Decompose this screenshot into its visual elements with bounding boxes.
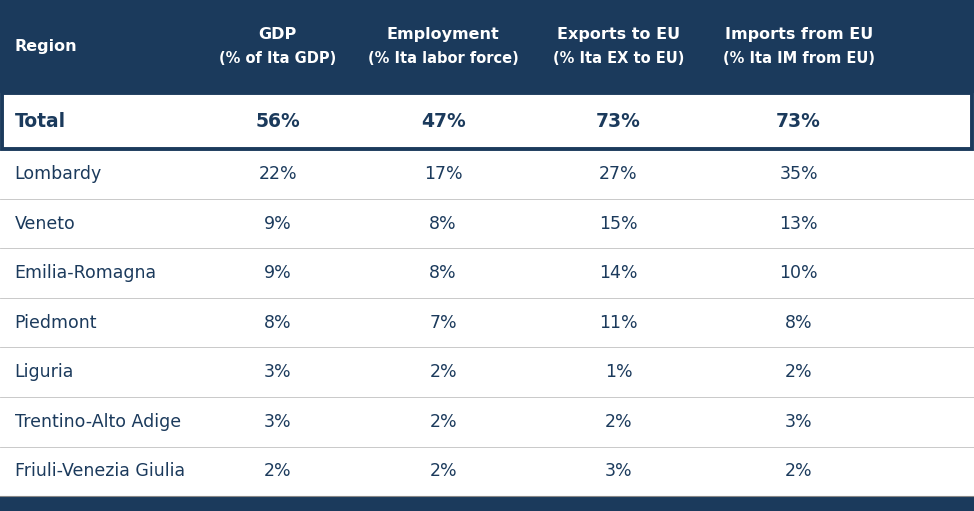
Text: (% Ita labor force): (% Ita labor force) [368,51,518,66]
Text: GDP: GDP [258,27,297,42]
Text: 8%: 8% [785,314,812,332]
Text: 56%: 56% [255,112,300,131]
Text: 2%: 2% [430,413,457,431]
Text: (% Ita IM from EU): (% Ita IM from EU) [723,51,875,66]
Text: 14%: 14% [599,264,638,282]
Bar [0,496,974,511]
Text: Imports from EU: Imports from EU [725,27,873,42]
Text: Friuli-Venezia Giulia: Friuli-Venezia Giulia [15,462,185,480]
Text: 3%: 3% [264,413,291,431]
Text: 2%: 2% [605,413,632,431]
Text: 10%: 10% [779,264,818,282]
Text: 2%: 2% [430,462,457,480]
Text: Total: Total [15,112,65,131]
Text: 22%: 22% [258,165,297,183]
Text: 15%: 15% [599,215,638,233]
Text: 73%: 73% [776,112,821,131]
Text: Piedmont: Piedmont [15,314,97,332]
Text: 13%: 13% [779,215,818,233]
Text: Emilia-Romagna: Emilia-Romagna [15,264,157,282]
Text: (% Ita EX to EU): (% Ita EX to EU) [553,51,684,66]
Text: 73%: 73% [596,112,641,131]
Text: Liguria: Liguria [15,363,74,381]
Text: 8%: 8% [264,314,291,332]
Text: 3%: 3% [264,363,291,381]
Text: Trentino-Alto Adige: Trentino-Alto Adige [15,413,181,431]
Text: 8%: 8% [430,264,457,282]
Text: Exports to EU: Exports to EU [557,27,680,42]
Text: 2%: 2% [785,363,812,381]
Text: 11%: 11% [599,314,638,332]
Text: 35%: 35% [779,165,818,183]
Text: (% of Ita GDP): (% of Ita GDP) [219,51,336,66]
Text: 9%: 9% [264,215,291,233]
Text: 9%: 9% [264,264,291,282]
Text: 47%: 47% [421,112,466,131]
Bar [2,93,972,149]
Text: 2%: 2% [785,462,812,480]
Text: 3%: 3% [605,462,632,480]
Text: Veneto: Veneto [15,215,75,233]
Text: 2%: 2% [430,363,457,381]
Text: Lombardy: Lombardy [15,165,102,183]
Text: 17%: 17% [424,165,463,183]
Bar [0,0,974,93]
Text: 27%: 27% [599,165,638,183]
Text: Employment: Employment [387,27,500,42]
Text: 2%: 2% [264,462,291,480]
Text: Region: Region [15,39,77,54]
Text: 8%: 8% [430,215,457,233]
Text: 1%: 1% [605,363,632,381]
Text: 3%: 3% [785,413,812,431]
Text: 7%: 7% [430,314,457,332]
